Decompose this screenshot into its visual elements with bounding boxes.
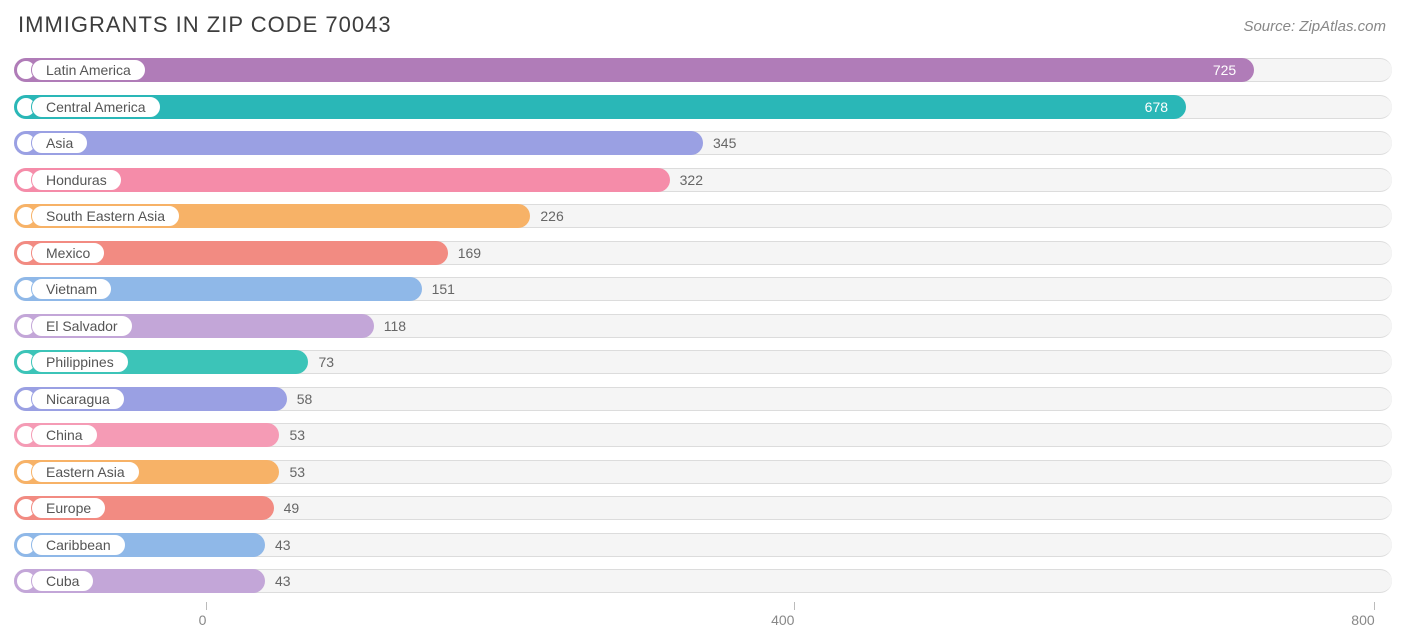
x-axis-tick: 800: [1363, 602, 1386, 628]
category-pill: Latin America: [31, 59, 146, 81]
chart-source: Source: ZipAtlas.com: [1243, 12, 1386, 35]
value-label: 322: [680, 172, 703, 188]
value-label: 53: [289, 427, 305, 443]
value-label: 169: [458, 245, 481, 261]
category-label: China: [46, 427, 83, 443]
category-label: Honduras: [46, 172, 107, 188]
bar-fill: [14, 58, 1254, 82]
category-label: Philippines: [46, 354, 114, 370]
category-pill: Caribbean: [31, 534, 126, 556]
chart-header: IMMIGRANTS IN ZIP CODE 70043 Source: Zip…: [0, 0, 1406, 46]
category-label: Caribbean: [46, 537, 111, 553]
value-label: 151: [432, 281, 455, 297]
bar-fill: [14, 131, 703, 155]
category-pill: Cuba: [31, 570, 94, 592]
category-label: Mexico: [46, 245, 90, 261]
value-label: 73: [318, 354, 334, 370]
value-label: 49: [284, 500, 300, 516]
value-label: 725: [1213, 62, 1236, 78]
category-label: Latin America: [46, 62, 131, 78]
category-pill: Nicaragua: [31, 388, 125, 410]
value-label: 118: [384, 318, 406, 334]
category-pill: Philippines: [31, 351, 129, 373]
category-pill: Central America: [31, 96, 161, 118]
category-pill: China: [31, 424, 98, 446]
bar-row: China 53: [14, 421, 1392, 449]
bar-row: South Eastern Asia 226: [14, 202, 1392, 230]
category-pill: South Eastern Asia: [31, 205, 180, 227]
bar-row: El Salvador 118: [14, 312, 1392, 340]
value-label: 53: [289, 464, 305, 480]
category-pill: Vietnam: [31, 278, 112, 300]
category-pill: Eastern Asia: [31, 461, 140, 483]
category-pill: Asia: [31, 132, 88, 154]
bar-row: Central America 678: [14, 93, 1392, 121]
category-label: Europe: [46, 500, 91, 516]
value-label: 43: [275, 537, 291, 553]
tick-mark: [794, 602, 795, 610]
value-label: 345: [713, 135, 736, 151]
chart-title: IMMIGRANTS IN ZIP CODE 70043: [18, 12, 392, 38]
tick-label: 0: [199, 612, 207, 628]
value-label: 678: [1145, 99, 1168, 115]
tick-mark: [1374, 602, 1375, 610]
bar-row: Mexico 169: [14, 239, 1392, 267]
bar-row: Nicaragua 58: [14, 385, 1392, 413]
category-label: El Salvador: [46, 318, 118, 334]
category-label: Nicaragua: [46, 391, 110, 407]
value-label: 58: [297, 391, 313, 407]
category-label: Asia: [46, 135, 73, 151]
category-pill: Europe: [31, 497, 106, 519]
tick-label: 800: [1351, 612, 1374, 628]
x-axis: 0 400 800: [14, 602, 1392, 630]
bar-row: Latin America 725: [14, 56, 1392, 84]
category-label: Central America: [46, 99, 146, 115]
bar-fill: [14, 95, 1186, 119]
bar-row: Caribbean 43: [14, 531, 1392, 559]
category-label: South Eastern Asia: [46, 208, 165, 224]
category-label: Vietnam: [46, 281, 97, 297]
category-pill: Honduras: [31, 169, 122, 191]
value-label: 43: [275, 573, 291, 589]
x-axis-tick: 0: [203, 602, 211, 628]
tick-label: 400: [771, 612, 794, 628]
category-label: Eastern Asia: [46, 464, 125, 480]
category-pill: Mexico: [31, 242, 105, 264]
bar-row: Philippines 73: [14, 348, 1392, 376]
category-pill: El Salvador: [31, 315, 133, 337]
value-label: 226: [540, 208, 563, 224]
bar-row: Honduras 322: [14, 166, 1392, 194]
category-label: Cuba: [46, 573, 79, 589]
bar-row: Asia 345: [14, 129, 1392, 157]
bar-row: Eastern Asia 53: [14, 458, 1392, 486]
chart-plot-area: Latin America 725 Central America 678 Asia 34…: [0, 46, 1406, 630]
tick-mark: [206, 602, 207, 610]
bar-row: Europe 49: [14, 494, 1392, 522]
x-axis-tick: 400: [783, 602, 806, 628]
bar-row: Cuba 43: [14, 567, 1392, 595]
bar-row: Vietnam 151: [14, 275, 1392, 303]
